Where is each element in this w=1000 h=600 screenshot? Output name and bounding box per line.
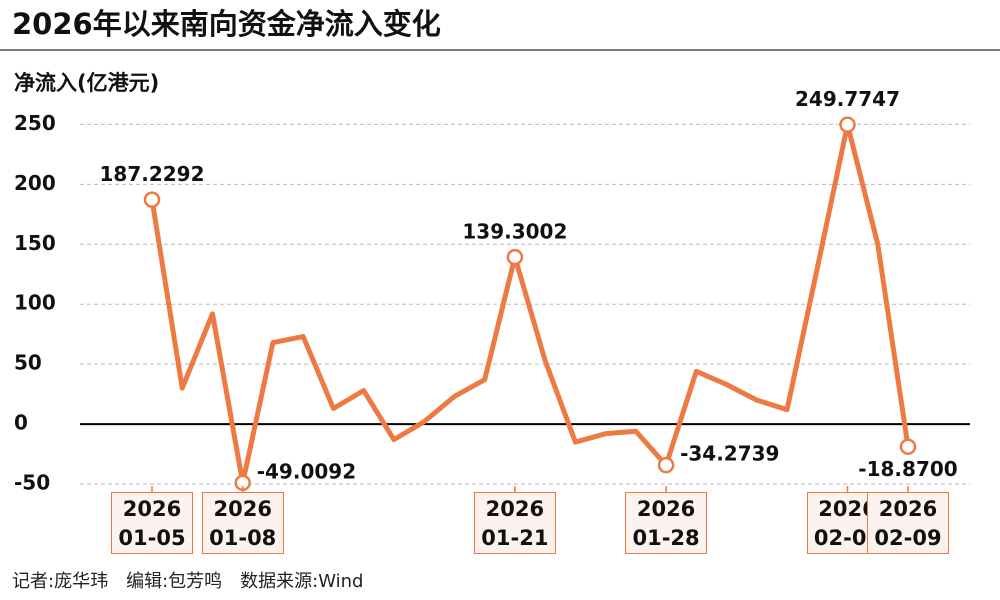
x-tick-label: 2026 01-05 xyxy=(111,492,193,554)
highlight-point xyxy=(899,438,917,455)
y-axis-label: 净流入(亿港元) xyxy=(14,71,159,95)
y-tick-label: 0 xyxy=(14,411,28,435)
value-label: 249.7747 xyxy=(795,87,900,111)
y-tick-label: 100 xyxy=(14,291,56,315)
y-tick-label: 50 xyxy=(14,351,42,375)
value-label: -49.0092 xyxy=(257,459,356,483)
highlight-point xyxy=(839,116,856,133)
value-label: 139.3002 xyxy=(462,220,567,244)
x-tick-label: 2026 02-09 xyxy=(867,492,949,554)
y-tick-label: -50 xyxy=(14,471,50,495)
value-label: -18.8700 xyxy=(858,457,957,481)
y-tick-label: 150 xyxy=(14,231,56,255)
x-tick-label: 2026 01-28 xyxy=(625,492,708,554)
value-label: -34.2739 xyxy=(680,442,779,466)
chart-title: 2026年以来南向资金净流入变化 xyxy=(12,7,441,41)
footer: 记者:庞华玮 编辑:包芳鸣 数据来源:Wind xyxy=(12,571,363,592)
x-tick-label: 2026 01-21 xyxy=(473,492,556,554)
y-tick-label: 250 xyxy=(14,111,56,135)
highlight-point xyxy=(657,456,675,474)
series-line xyxy=(149,122,911,486)
highlight-point xyxy=(506,248,524,266)
highlight-point xyxy=(143,191,161,208)
x-tick-label: 2026 01-08 xyxy=(201,492,284,554)
y-tick-label: 200 xyxy=(14,171,56,195)
value-label: 187.2292 xyxy=(99,162,204,186)
